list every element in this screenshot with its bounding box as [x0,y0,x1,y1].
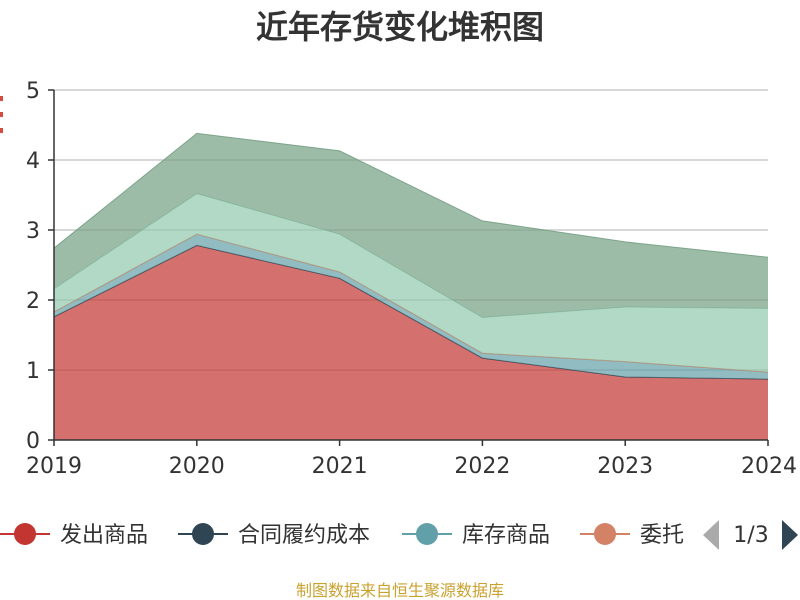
x-tick-label: 2022 [454,454,510,479]
area-series-4 [54,193,768,373]
y-tick-label: 2 [26,289,40,314]
legend-item[interactable]: 委托 [580,523,684,548]
legend-item[interactable]: 库存商品 [402,523,550,548]
legend-marker [416,523,438,545]
legend-pager: 1/3 [703,520,798,550]
legend-label: 合同履约成本 [238,523,370,548]
y-tick-label: 5 [26,79,40,104]
area-series-5 [54,133,768,318]
legend-marker [594,523,616,545]
y-tick-label: 1 [26,359,40,384]
area-series-0 [54,245,768,440]
legend: 发出商品 合同履约成本 库存商品 委托 [0,523,684,548]
axes [48,89,769,446]
x-tick-label: 2024 [741,454,797,479]
legend-page-indicator: 1/3 [733,523,768,548]
x-tick-label: 2020 [169,454,225,479]
y-tick-label: 4 [26,149,40,174]
area-line-5 [53,132,769,258]
legend-label: 发出商品 [60,523,148,548]
source-note: 制图数据来自恒生聚源数据库 [296,581,504,600]
legend-marker [192,523,214,545]
legend-label: 库存商品 [462,523,550,548]
triangle-right-icon[interactable] [782,520,798,550]
y-tick-label: 3 [26,219,40,244]
y-tick-label: 0 [26,429,40,454]
area-series [53,132,769,440]
x-tick-label: 2021 [312,454,368,479]
legend-marker [14,523,36,545]
x-tick-label: 2019 [26,454,82,479]
legend-item[interactable]: 发出商品 [0,523,148,548]
x-tick-labels: 2019 2020 2021 2022 2023 2024 [26,454,797,479]
legend-item[interactable]: 合同履约成本 [178,523,370,548]
y-axis-label-marker [0,96,3,133]
legend-label: 委托 [640,523,684,548]
x-tick-label: 2023 [597,454,653,479]
triangle-left-icon[interactable] [703,520,719,550]
chart-title: 近年存货变化堆积图 [256,8,544,46]
y-tick-labels: 0 1 2 3 4 5 [26,79,40,454]
